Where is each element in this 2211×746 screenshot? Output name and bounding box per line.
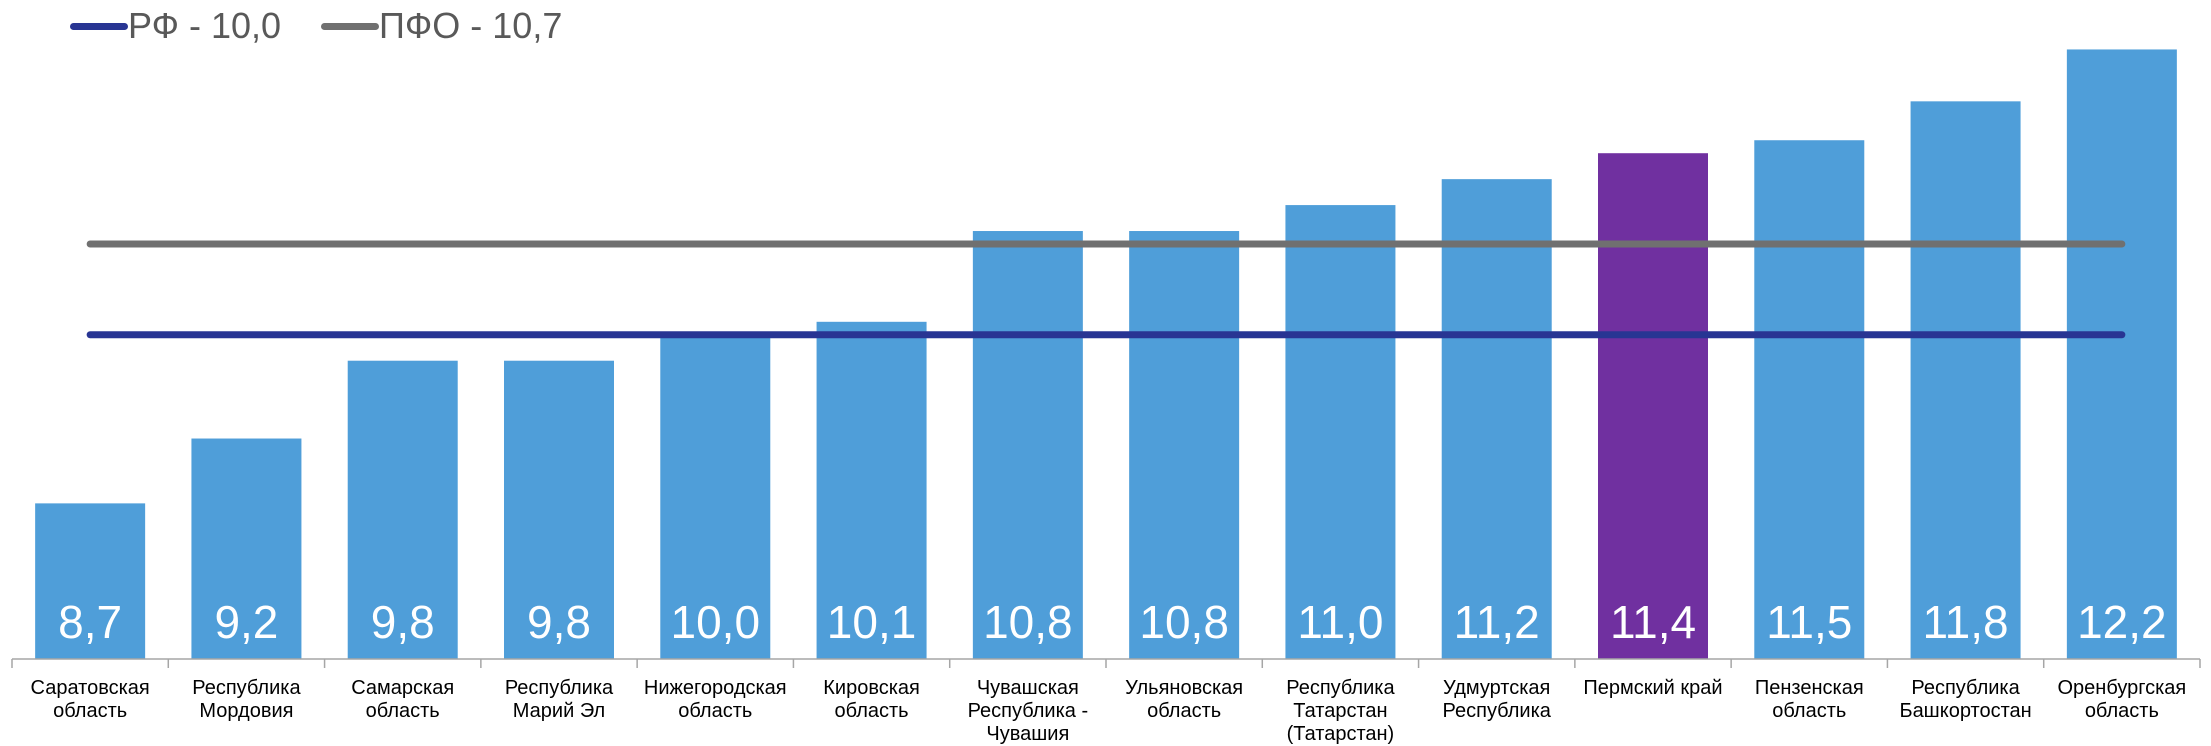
bar-value-label: 9,8 bbox=[371, 596, 435, 648]
bar bbox=[660, 334, 771, 659]
x-tick-label-line: Пермский край bbox=[1583, 677, 1722, 699]
x-tick-label: Пензенская область bbox=[1755, 677, 1864, 722]
x-tick-label-line: Нижегородская bbox=[644, 677, 787, 699]
x-tick-label-line: область bbox=[2085, 700, 2159, 722]
x-tick-label-line: область bbox=[53, 700, 127, 722]
bar-value-label: 10,1 bbox=[827, 596, 917, 648]
legend-item-pfo: ПФО - 10,7 bbox=[321, 5, 562, 47]
bar bbox=[1129, 231, 1240, 659]
bar bbox=[35, 503, 146, 659]
x-tick-label-line: Саратовская bbox=[31, 677, 150, 699]
bar bbox=[2066, 49, 2177, 659]
bar-value-label: 10,8 bbox=[1139, 596, 1229, 648]
x-tick-label-line: Оренбургская bbox=[2057, 677, 2186, 699]
x-tick-label-line: Марий Эл bbox=[513, 700, 605, 722]
x-tick-label-line: Республика bbox=[505, 677, 614, 699]
x-tick-label-line: Ульяновская bbox=[1125, 677, 1243, 699]
x-tick-label-line: Республика - bbox=[968, 700, 1089, 722]
x-tick-label-line: Республика bbox=[192, 677, 301, 699]
x-tick-label: Республика Татарстан (Татарстан) bbox=[1286, 677, 1395, 745]
x-tick-label-line: Башкортостан bbox=[1899, 700, 2031, 722]
x-tick-label: Оренбургская область bbox=[2057, 677, 2186, 722]
x-tick-label-line: Мордовия bbox=[199, 700, 293, 722]
x-tick-label: Республика Мордовия bbox=[192, 677, 301, 722]
bar-value-label: 10,8 bbox=[983, 596, 1073, 648]
x-tick-label-line: Кировская bbox=[823, 677, 920, 699]
bar bbox=[816, 321, 927, 659]
x-tick-label: Самарская область bbox=[351, 677, 454, 722]
x-tick-label-line: область bbox=[1772, 700, 1846, 722]
x-tick-label: Ульяновская область bbox=[1125, 677, 1243, 722]
bar-value-label: 11,2 bbox=[1454, 596, 1540, 648]
x-tick-label-line: область bbox=[1147, 700, 1221, 722]
x-tick-label-line: Пензенская bbox=[1755, 677, 1864, 699]
legend-swatch-pfo bbox=[321, 22, 380, 30]
legend: РФ - 10,0 ПФО - 10,7 bbox=[70, 0, 602, 52]
x-tick-label-line: область bbox=[835, 700, 909, 722]
x-tick-label-line: Самарская bbox=[351, 677, 454, 699]
bar-value-label: 11,5 bbox=[1766, 596, 1852, 648]
bar-value-label: 8,7 bbox=[58, 596, 122, 648]
x-tick-label-line: Удмуртская bbox=[1443, 677, 1550, 699]
x-tick-label-line: область bbox=[366, 700, 440, 722]
bar-value-label: 11,0 bbox=[1297, 596, 1383, 648]
bar bbox=[972, 231, 1083, 659]
x-tick-label-line: Республика bbox=[1286, 677, 1395, 699]
bar-value-label: 9,8 bbox=[527, 596, 591, 648]
x-tick-label: Нижегородская область bbox=[644, 677, 787, 722]
x-tick-label: Республика Башкортостан bbox=[1899, 677, 2031, 722]
legend-swatch-rf bbox=[70, 22, 128, 30]
x-tick-label-line: Чувашская bbox=[977, 677, 1079, 699]
x-tick-label: Пермский край bbox=[1583, 677, 1722, 699]
legend-item-rf: РФ - 10,0 bbox=[70, 5, 281, 47]
x-tick-label-line: Республика bbox=[1911, 677, 2020, 699]
x-tick-label-line: Чувашия bbox=[986, 723, 1069, 745]
legend-label-pfo: ПФО - 10,7 bbox=[379, 5, 563, 46]
x-tick-label: Кировская область bbox=[823, 677, 920, 722]
x-tick-label: Чувашская Республика -Чувашия bbox=[968, 677, 1089, 745]
bar bbox=[1285, 205, 1396, 660]
bar bbox=[1441, 179, 1552, 659]
x-tick-label-line: (Татарстан) bbox=[1287, 723, 1395, 745]
bar-value-label: 11,4 bbox=[1610, 596, 1696, 648]
bar-value-label: 12,2 bbox=[2077, 596, 2167, 648]
x-tick-label-line: область bbox=[678, 700, 752, 722]
bar bbox=[504, 360, 614, 659]
bar-value-label: 10,0 bbox=[671, 596, 761, 648]
bar-value-label: 11,8 bbox=[1923, 596, 2009, 648]
bar bbox=[1598, 153, 1708, 660]
bar bbox=[347, 360, 458, 659]
x-tick-label: Саратовская область bbox=[31, 677, 150, 722]
bar bbox=[1910, 101, 2021, 659]
x-tick-label: Республика Марий Эл bbox=[505, 677, 614, 722]
x-tick-label-line: Республика bbox=[1443, 700, 1552, 722]
bar bbox=[1754, 140, 1865, 659]
x-tick-label: Удмуртская Республика bbox=[1443, 677, 1552, 722]
bar bbox=[191, 438, 302, 659]
bar-value-label: 9,2 bbox=[214, 596, 278, 648]
x-tick-label-line: Татарстан bbox=[1293, 700, 1387, 722]
legend-label-rf: РФ - 10,0 bbox=[128, 5, 282, 46]
